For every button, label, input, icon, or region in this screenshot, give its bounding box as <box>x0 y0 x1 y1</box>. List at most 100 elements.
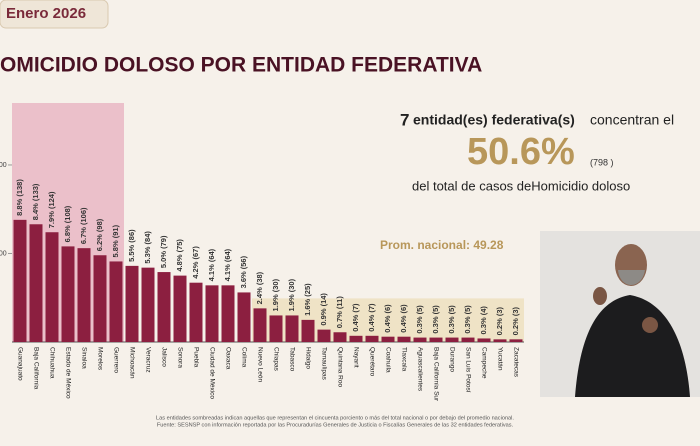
share: 50.6% <box>467 131 575 173</box>
value-label: 0.2% (3) <box>495 306 504 335</box>
bar <box>61 246 75 342</box>
bar <box>109 261 123 342</box>
bar <box>461 337 475 342</box>
value-label: 0.4% (6) <box>399 304 408 333</box>
bar <box>125 265 139 342</box>
count: 7 <box>400 110 409 129</box>
x-tick-label: Nayarit <box>352 347 359 368</box>
summary-line1-end: concentran el <box>590 112 674 128</box>
value-label: 5.8% (91) <box>111 224 120 257</box>
bar <box>349 335 363 342</box>
date: Enero 2026 <box>6 5 86 22</box>
value-label: 6.7% (106) <box>79 207 88 244</box>
bar <box>237 292 251 342</box>
bar <box>205 285 219 342</box>
value-label: 6.2% (98) <box>95 218 104 251</box>
value-label: 1.6% (25) <box>303 283 312 316</box>
value-label: 6.8% (108) <box>63 205 72 242</box>
value-label: 2.4% (38) <box>255 271 264 304</box>
value-label: 0.2% (3) <box>511 306 520 335</box>
x-tick-label: Colima <box>240 347 247 368</box>
value-label: 3.6% (56) <box>239 255 248 288</box>
x-tick-label: Tlaxcala <box>400 347 407 372</box>
bar <box>93 255 107 342</box>
bar <box>157 272 171 342</box>
x-tick-label: Puebla <box>192 347 199 368</box>
x-tick-label: Guanajuato <box>16 347 23 381</box>
x-tick-label: Ciudad de México <box>208 347 215 399</box>
x-tick-label: Morelos <box>96 347 103 371</box>
y-tick-label: 100 <box>0 250 7 257</box>
bar <box>77 248 91 342</box>
x-tick-label: Sonora <box>176 347 183 368</box>
date-tab <box>0 0 109 29</box>
bar <box>141 267 155 342</box>
bar <box>221 285 235 342</box>
bar <box>333 332 347 342</box>
bar <box>413 337 427 342</box>
x-tick-label: Tamaulipas <box>320 347 327 381</box>
x-tick-label: Coahuila <box>384 347 391 373</box>
x-tick-label: Jalisco <box>160 347 167 367</box>
chart-title: OMICIDIO DOLOSO POR ENTIDAD FEDERATIVA <box>0 54 482 77</box>
footnote: Las entidades sombreadas indican aquella… <box>156 415 514 421</box>
bar <box>445 337 459 342</box>
value-label: 4.2% (67) <box>191 246 200 279</box>
summary-line2: del total de casos deHomicidio doloso <box>412 178 630 193</box>
bar <box>29 224 43 342</box>
value-label: 0.3% (5) <box>463 305 472 334</box>
bar <box>269 315 283 342</box>
x-tick-label: Sinaloa <box>80 347 87 369</box>
x-tick-label: Guerrero <box>112 347 119 373</box>
x-tick-label: Oaxaca <box>224 347 231 370</box>
x-tick-label: Veracruz <box>144 347 151 373</box>
bar <box>509 339 523 342</box>
bar <box>381 336 395 342</box>
interpreter-video <box>540 231 700 397</box>
value-label: 0.9% (14) <box>319 293 328 326</box>
bar <box>365 335 379 342</box>
value-label: 5.3% (84) <box>143 231 152 264</box>
bar <box>493 339 507 342</box>
x-tick-label: San Luis Potosí <box>464 347 471 393</box>
bar <box>477 338 491 342</box>
x-tick-label: Estado de México <box>64 347 71 399</box>
bar <box>253 308 267 342</box>
x-tick-label: Aguascalientes <box>416 347 423 392</box>
bar <box>429 337 443 342</box>
x-tick-label: Querétaro <box>368 347 375 377</box>
value-label: 4.8% (75) <box>175 239 184 272</box>
x-tick-label: Zacatecas <box>512 347 519 378</box>
x-tick-label: Nuevo León <box>256 347 263 382</box>
x-tick-label: Tabasco <box>288 347 295 372</box>
x-tick-label: Campeche <box>480 347 487 379</box>
value-label: 0.3% (4) <box>479 306 488 335</box>
bar <box>13 219 27 342</box>
value-label: 0.4% (6) <box>383 304 392 333</box>
value-label: 0.3% (5) <box>447 305 456 334</box>
value-label: 8.4% (133) <box>31 183 40 220</box>
bar <box>189 282 203 342</box>
total: (798 ) <box>590 157 614 167</box>
bar <box>301 319 315 342</box>
value-label: 4.1% (64) <box>223 248 232 281</box>
bar <box>397 336 411 342</box>
value-label: 4.1% (64) <box>207 248 216 281</box>
value-label: 8.8% (138) <box>15 179 24 216</box>
x-tick-label: Yucatán <box>496 347 503 371</box>
bar <box>317 329 331 342</box>
x-tick-label: Baja California Sur <box>432 347 439 402</box>
x-tick-label: Baja California <box>32 347 39 390</box>
y-tick-label: 200 <box>0 162 7 169</box>
summary-line1: entidad(es) federativa(s) <box>413 112 575 128</box>
value-label: 7.9% (124) <box>47 191 56 228</box>
value-label: 5.5% (86) <box>127 229 136 262</box>
x-tick-label: Hidalgo <box>304 347 311 369</box>
value-label: 1.9% (30) <box>287 278 296 311</box>
value-label: 0.3% (5) <box>431 305 440 334</box>
x-tick-label: Chiapas <box>272 347 279 372</box>
x-tick-label: Quintana Roo <box>336 347 343 387</box>
x-tick-label: Chihuahua <box>48 347 55 379</box>
